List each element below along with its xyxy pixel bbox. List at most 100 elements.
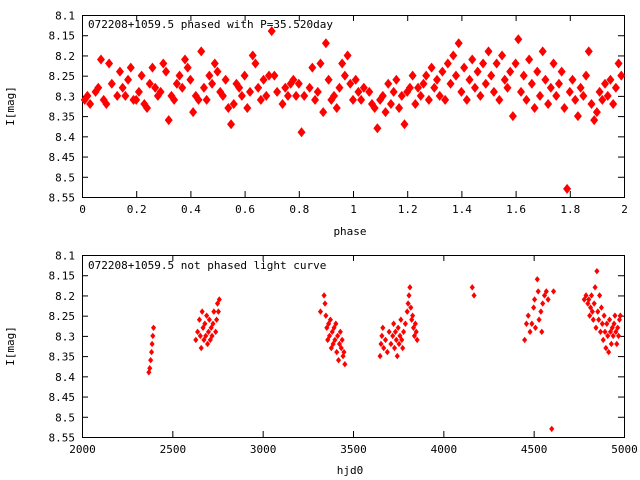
chart-title: 072208+1059.5 phased with P=35.520day <box>88 18 333 31</box>
data-point <box>204 312 210 319</box>
data-point <box>597 328 604 336</box>
data-point <box>256 94 265 105</box>
data-point <box>159 58 168 69</box>
data-point <box>595 308 601 315</box>
data-point <box>611 320 617 327</box>
data-point <box>197 46 206 57</box>
data-point <box>206 316 212 323</box>
data-point <box>218 90 227 101</box>
y-tick-label: 8.2 <box>55 290 75 303</box>
y-tick-label: 8.55 <box>49 192 76 205</box>
data-point <box>484 46 493 57</box>
data-point <box>281 82 290 93</box>
data-point <box>443 58 452 69</box>
data-point <box>340 70 349 81</box>
x-tick-label: 0 <box>79 203 86 216</box>
data-point <box>617 70 626 81</box>
data-point <box>473 66 482 77</box>
data-point <box>210 58 219 69</box>
data-point <box>470 82 479 93</box>
data-point <box>357 94 366 105</box>
data-point <box>337 328 343 336</box>
data-point <box>229 98 238 109</box>
data-point <box>283 90 292 101</box>
data-point <box>539 328 545 336</box>
data-point <box>571 94 580 105</box>
data-point <box>86 98 95 109</box>
data-point <box>481 78 490 89</box>
data-point <box>382 336 389 344</box>
y-tick-label: 8.5 <box>55 171 75 184</box>
data-point <box>392 328 399 336</box>
data-point <box>259 74 268 85</box>
data-point <box>339 336 345 344</box>
data-point <box>465 74 474 85</box>
data-point <box>602 328 608 336</box>
data-point <box>433 74 442 85</box>
data-point <box>333 320 339 327</box>
data-point <box>449 50 458 61</box>
data-point <box>379 332 385 340</box>
data-point <box>543 288 549 295</box>
data-point <box>416 90 425 101</box>
data-point <box>605 332 611 340</box>
data-point <box>535 90 544 101</box>
x-tick-label: 2 <box>621 203 628 216</box>
data-point <box>487 70 496 81</box>
data-point <box>332 336 338 344</box>
y-tick-label: 8.35 <box>49 111 76 124</box>
data-points <box>146 267 623 433</box>
data-point <box>468 54 477 65</box>
data-point <box>143 103 152 114</box>
data-point <box>393 336 399 344</box>
data-point <box>221 74 230 85</box>
data-point <box>202 320 208 327</box>
data-point <box>126 62 135 73</box>
data-point <box>386 328 392 336</box>
data-point <box>251 58 260 69</box>
data-point <box>603 90 612 101</box>
data-point <box>594 267 600 275</box>
data-point <box>199 82 208 93</box>
x-tick-label: 1 <box>350 203 357 216</box>
y-tick-label: 8.45 <box>49 391 76 404</box>
data-point <box>552 90 561 101</box>
y-tick-label: 8.25 <box>49 310 76 323</box>
data-point <box>237 90 246 101</box>
data-point <box>410 312 416 319</box>
data-point <box>292 90 301 101</box>
data-point <box>384 348 390 356</box>
data-point <box>145 78 154 89</box>
data-point <box>391 344 398 352</box>
data-point <box>389 86 398 97</box>
data-point <box>430 82 439 93</box>
data-point <box>202 94 211 105</box>
data-point <box>400 119 409 130</box>
data-point <box>525 312 531 319</box>
data-point <box>476 90 485 101</box>
data-point <box>422 70 431 81</box>
data-point <box>554 78 563 89</box>
data-point <box>198 344 204 352</box>
data-point <box>591 300 597 307</box>
data-point <box>532 296 538 303</box>
data-point <box>586 296 592 303</box>
x-tick-label: 2500 <box>160 443 187 456</box>
data-point <box>454 38 463 49</box>
data-point <box>596 316 602 323</box>
data-point <box>394 352 400 360</box>
data-point <box>565 86 574 97</box>
data-point <box>606 348 612 356</box>
data-point <box>359 82 368 93</box>
data-point <box>273 86 282 97</box>
data-point <box>408 304 414 311</box>
data-point <box>401 328 407 336</box>
data-point <box>584 46 593 57</box>
data-point <box>351 74 360 85</box>
data-point <box>471 292 477 299</box>
data-point <box>183 62 192 73</box>
data-point <box>150 324 157 331</box>
data-point <box>538 46 547 57</box>
data-point <box>506 66 515 77</box>
